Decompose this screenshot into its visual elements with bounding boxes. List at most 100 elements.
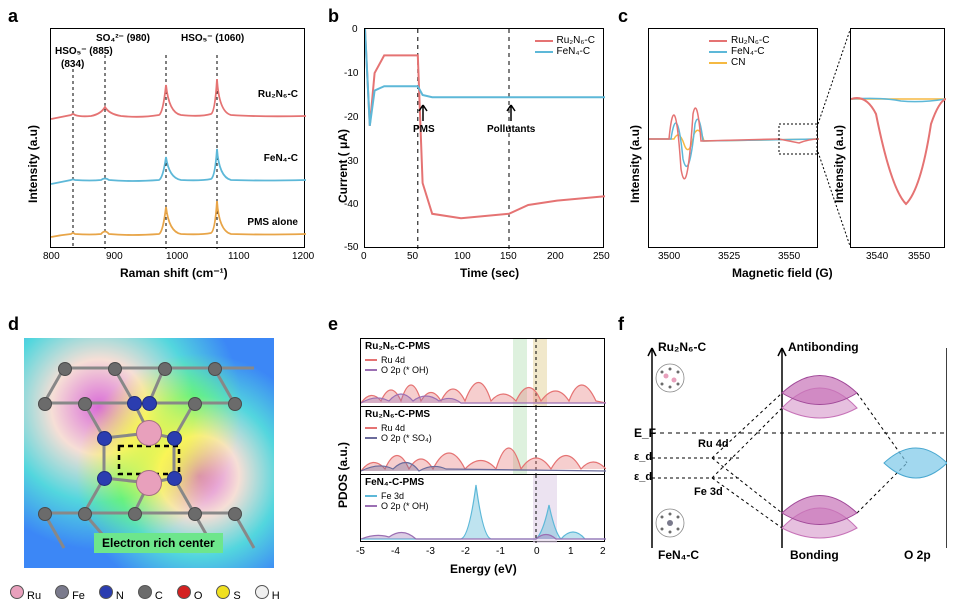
atom-leg-ru: Ru — [27, 590, 41, 602]
atom-c — [158, 362, 172, 376]
chart-b-xlabel: Time (sec) — [460, 266, 519, 280]
chart-c-ztick-1: 3550 — [908, 251, 930, 262]
chart-c-leg-cn: CN — [731, 57, 745, 68]
chart-b-anno-pollutants: Pollutants — [487, 124, 535, 135]
atom-n — [97, 431, 112, 446]
atom-n — [97, 471, 112, 486]
panel-d-label: Electron rich center — [94, 533, 223, 553]
panel-f: Ru₂N₆-C Antibonding E_F ε_d ε_d Ru 4d Fe… — [632, 338, 947, 588]
atom-c — [208, 362, 222, 376]
atom-n — [167, 431, 182, 446]
atom-n — [127, 396, 142, 411]
chart-b-xtick-1: 50 — [407, 251, 418, 262]
panel-f-label: f — [618, 314, 624, 335]
chart-e-sub-2: FeN₄-C-PMS Fe 3d O 2p (* OH) — [360, 474, 605, 542]
chart-e-xtick-6: 1 — [568, 546, 574, 557]
chart-a-anno-hso5-1060: HSO₅⁻ (1060) — [181, 33, 244, 44]
chart-e-sub-1: Ru₂N₆-C-PMS Ru 4d O 2p (* SO₄) — [360, 406, 605, 474]
chart-b-anno-pms: PMS — [413, 124, 435, 135]
atom-ru — [136, 420, 162, 446]
chart-e-xtick-7: 2 — [600, 546, 606, 557]
chart-b-ytick-1: -40 — [344, 199, 358, 210]
chart-b-xtick-0: 0 — [361, 251, 367, 262]
atom-c — [228, 507, 242, 521]
chart-e-sub-0: Ru₂N₆-C-PMS Ru 4d O 2p (* OH) — [360, 338, 605, 406]
panel-c: Intensity (a.u) Ru₂N₆-C FeN₄-C CN Intens… — [632, 28, 947, 288]
chart-a-xtick-4: 1200 — [292, 251, 314, 262]
chart-a-xtick-2: 1000 — [166, 251, 188, 262]
chart-a-anno-834: (834) — [61, 59, 84, 70]
atom-leg-n: N — [116, 590, 124, 602]
atom-c — [78, 507, 92, 521]
chart-c-zoom — [850, 28, 945, 248]
chart-a-series-fe: FeN₄-C — [264, 153, 298, 164]
panel-f-o2p: O 2p — [904, 548, 931, 562]
atom-c — [78, 397, 92, 411]
atom-c — [188, 397, 202, 411]
chart-e-xtick-1: -4 — [391, 546, 400, 557]
chart-e-xtick-0: -5 — [356, 546, 365, 557]
chart-a-anno-hso5-885: HSO₅⁻ (885) — [55, 46, 113, 57]
atom-leg-s: S — [233, 590, 240, 602]
panel-b-label: b — [328, 6, 339, 27]
atom-c — [228, 397, 242, 411]
panel-f-bonding: Bonding — [790, 548, 839, 562]
atom-n — [142, 396, 157, 411]
panel-a-label: a — [8, 6, 18, 27]
chart-b-ytick-2: -30 — [344, 156, 358, 167]
panel-d-label: d — [8, 314, 19, 335]
chart-c-xtick-1: 3525 — [718, 251, 740, 262]
chart-e-xtick-4: -1 — [496, 546, 505, 557]
panel-f-ed1: ε_d — [634, 451, 652, 463]
chart-a-series-pms: PMS alone — [247, 217, 298, 228]
atom-leg-o: O — [194, 590, 203, 602]
panel-f-ef: E_F — [634, 426, 656, 440]
atom-leg-c: C — [155, 590, 163, 602]
chart-e-xtick-5: 0 — [534, 546, 540, 557]
chart-b-leg-ru: Ru₂N₆-C — [557, 35, 595, 46]
atom-c — [38, 507, 52, 521]
chart-b-leg-fe: FeN₄-C — [557, 46, 591, 57]
panel-f-ed2: ε_d — [634, 471, 652, 483]
atom-legend: Ru Fe N C O S H — [10, 585, 280, 602]
chart-b-ytick-0: -50 — [344, 242, 358, 253]
chart-e-leg-2: Fe 3d O 2p (* OH) — [365, 491, 429, 511]
panel-f-ru4d: Ru 4d — [698, 438, 729, 450]
chart-c-leg-fe: FeN₄-C — [731, 46, 765, 57]
chart-e-xtick-3: -2 — [461, 546, 470, 557]
panel-f-top-right: Antibonding — [788, 340, 859, 354]
atom-c — [58, 362, 72, 376]
chart-e-xlabel: Energy (eV) — [450, 562, 517, 576]
panel-a: Intensity (a.u) SO₄²⁻ (980) HSO₅⁻ (1060)… — [30, 28, 310, 288]
chart-c-xlabel: Magnetic field (G) — [732, 266, 833, 280]
panel-e-label: e — [328, 314, 338, 335]
chart-a-anno-so4: SO₄²⁻ (980) — [96, 33, 150, 44]
atom-c — [108, 362, 122, 376]
atom-ru — [136, 470, 162, 496]
chart-a-box: SO₄²⁻ (980) HSO₅⁻ (1060) HSO₅⁻ (885) (83… — [50, 28, 305, 248]
chart-a-xtick-3: 1100 — [228, 251, 250, 262]
chart-b-ytick-4: -10 — [344, 68, 358, 79]
chart-c-ylabel: Intensity (a.u) — [628, 125, 642, 203]
chart-e-xtick-2: -3 — [426, 546, 435, 557]
chart-e-ylabel: PDOS (a.u.) — [336, 442, 350, 508]
chart-e-title-1: Ru₂N₆-C-PMS — [365, 409, 430, 420]
panel-f-bottom-left: FeN₄-C — [658, 548, 699, 562]
chart-a-xtick-1: 900 — [106, 251, 123, 262]
chart-a-xlabel: Raman shift (cm⁻¹) — [120, 266, 228, 280]
chart-c-main: Ru₂N₆-C FeN₄-C CN — [648, 28, 818, 248]
chart-e-leg-0: Ru 4d O 2p (* OH) — [365, 355, 429, 375]
chart-e-leg-1: Ru 4d O 2p (* SO₄) — [365, 423, 432, 443]
chart-a-series-ru: Ru₂N₆-C — [258, 89, 298, 100]
panel-f-fe3d: Fe 3d — [694, 486, 723, 498]
atom-c — [128, 507, 142, 521]
chart-b-ytick-5: 0 — [352, 24, 358, 35]
chart-b-xtick-5: 250 — [593, 251, 610, 262]
chart-a-ylabel: Intensity (a.u) — [26, 125, 40, 203]
chart-b-legend: Ru₂N₆-C FeN₄-C — [535, 35, 595, 57]
chart-b-ytick-3: -20 — [344, 112, 358, 123]
atom-leg-h: H — [272, 590, 280, 602]
chart-b-box: Ru₂N₆-C FeN₄-C PMS Pollutants — [364, 28, 604, 248]
chart-c-legend: Ru₂N₆-C FeN₄-C CN — [709, 35, 769, 68]
panel-c-label: c — [618, 6, 628, 27]
